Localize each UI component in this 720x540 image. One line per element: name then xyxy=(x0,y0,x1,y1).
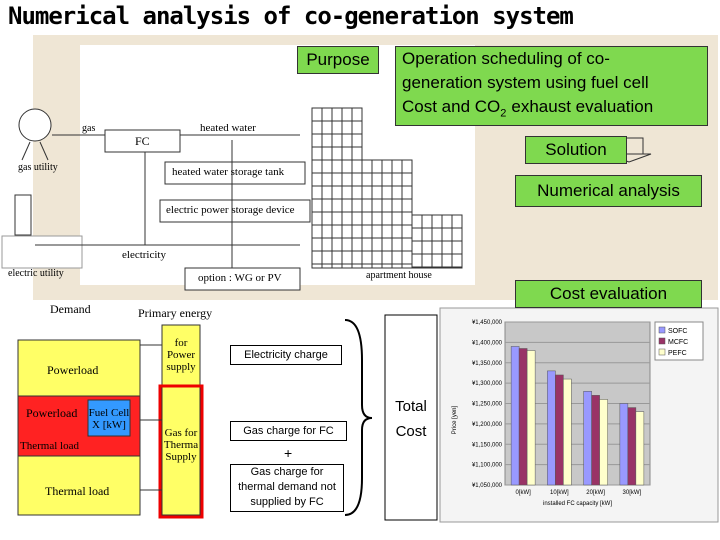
y-tick-label: ¥1,050,000 xyxy=(472,483,503,489)
y-tick-label: ¥1,100,000 xyxy=(472,463,503,469)
label: Thermal load xyxy=(45,484,110,498)
x-tick-label: 0[kW] xyxy=(515,490,531,496)
y-tick-label: ¥1,400,000 xyxy=(472,340,503,346)
bar xyxy=(635,411,645,486)
x-tick-label: 30[kW] xyxy=(623,490,642,496)
label: Thermal load xyxy=(20,440,79,452)
purpose-line: Operation scheduling of co- xyxy=(402,49,610,68)
y-tick-label: ¥1,200,000 xyxy=(472,422,503,428)
total-cost: Total Cost xyxy=(395,398,427,440)
shape xyxy=(361,159,413,269)
shape: ¥1,450,000 ¥1,400,000 ¥1,350,000 ¥1,300,000… xyxy=(452,320,704,507)
bar xyxy=(526,350,536,486)
x-tick-label: 10[kW] xyxy=(550,490,569,496)
gas-tank xyxy=(18,108,52,142)
shape xyxy=(312,108,462,268)
y-tick-label: ¥1,450,000 xyxy=(472,320,503,326)
co2-sub: 2 xyxy=(500,107,507,120)
label: electric power storage device xyxy=(166,204,295,216)
legend-label: PEFC xyxy=(668,350,687,357)
label: Gas charge for FC xyxy=(230,421,347,441)
bar xyxy=(510,346,520,486)
title: Numerical analysis of co-generation syst… xyxy=(8,2,574,30)
y-tick-label: ¥1,300,000 xyxy=(472,381,503,387)
label: Primary energy xyxy=(138,306,213,320)
bar xyxy=(619,403,629,486)
bar xyxy=(547,370,556,486)
bar xyxy=(518,348,528,486)
y-tick-label: ¥1,350,000 xyxy=(472,361,503,367)
label: apartment house xyxy=(366,270,432,281)
bar xyxy=(627,407,637,486)
label: electric utility xyxy=(8,268,64,279)
bar xyxy=(599,399,608,486)
purpose-label: Purpose xyxy=(297,46,379,74)
label: electricity xyxy=(122,249,166,261)
bar xyxy=(563,378,572,486)
label: FC xyxy=(135,134,150,148)
solution: Solution xyxy=(525,136,627,164)
bar xyxy=(555,374,564,486)
purpose-line: generation system using fuel cell xyxy=(402,73,649,92)
tank-box xyxy=(164,161,306,185)
purpose-line: Cost and CO2 exhaust evaluation xyxy=(402,95,707,125)
option-box xyxy=(184,267,301,291)
label: Powerload xyxy=(26,406,78,420)
label: Demand xyxy=(50,302,91,316)
tank-leg xyxy=(21,141,31,161)
device-box xyxy=(159,199,311,223)
label: Gas for Therma Supply xyxy=(163,427,199,463)
purpose-text: Operation scheduling of co- generation s… xyxy=(395,46,708,126)
label: for Power supply xyxy=(166,337,196,373)
legend-swatch xyxy=(658,326,666,334)
label: gas utility xyxy=(18,162,58,173)
total-box xyxy=(384,314,438,521)
brace xyxy=(344,319,373,516)
label: Gas charge for thermal demand not suppli… xyxy=(230,464,344,512)
bar xyxy=(583,391,592,486)
legend-swatch xyxy=(658,337,666,345)
label: heated water xyxy=(200,122,256,134)
fc-capacity xyxy=(87,399,131,437)
x-tick-label: 20[kW] xyxy=(586,490,605,496)
numerical-analysis: Numerical analysis xyxy=(515,175,702,207)
label: gas xyxy=(82,123,96,134)
primary-box xyxy=(161,324,201,516)
y-tick-label: ¥1,150,000 xyxy=(472,442,503,448)
bar xyxy=(591,395,600,486)
building xyxy=(311,107,463,269)
legend-swatch xyxy=(658,348,666,356)
co2-before: Cost and CO xyxy=(402,97,501,116)
shape xyxy=(311,107,363,269)
label: Powerload xyxy=(47,363,99,377)
legend-label: MCFC xyxy=(668,339,688,346)
label: Fuel Cell X [kW] xyxy=(88,407,130,431)
tank-leg xyxy=(39,141,49,161)
gas-outline xyxy=(158,384,204,519)
x-axis-title: installed FC capacity [kW] xyxy=(543,501,612,507)
label: + xyxy=(284,445,293,461)
label: option : WG or PV xyxy=(198,272,282,284)
legend-label: SOFC xyxy=(668,328,687,335)
cost-evaluation: Cost evaluation xyxy=(515,280,702,308)
y-axis-title: Price [yen] xyxy=(452,406,458,435)
pylon xyxy=(14,194,32,236)
co2-after: exhaust evaluation xyxy=(511,97,654,116)
y-tick-label: ¥1,250,000 xyxy=(472,402,503,408)
label: heated water storage tank xyxy=(172,166,285,178)
label: Electricity charge xyxy=(230,345,342,365)
fc-box xyxy=(104,129,181,153)
utility-box xyxy=(1,235,83,269)
